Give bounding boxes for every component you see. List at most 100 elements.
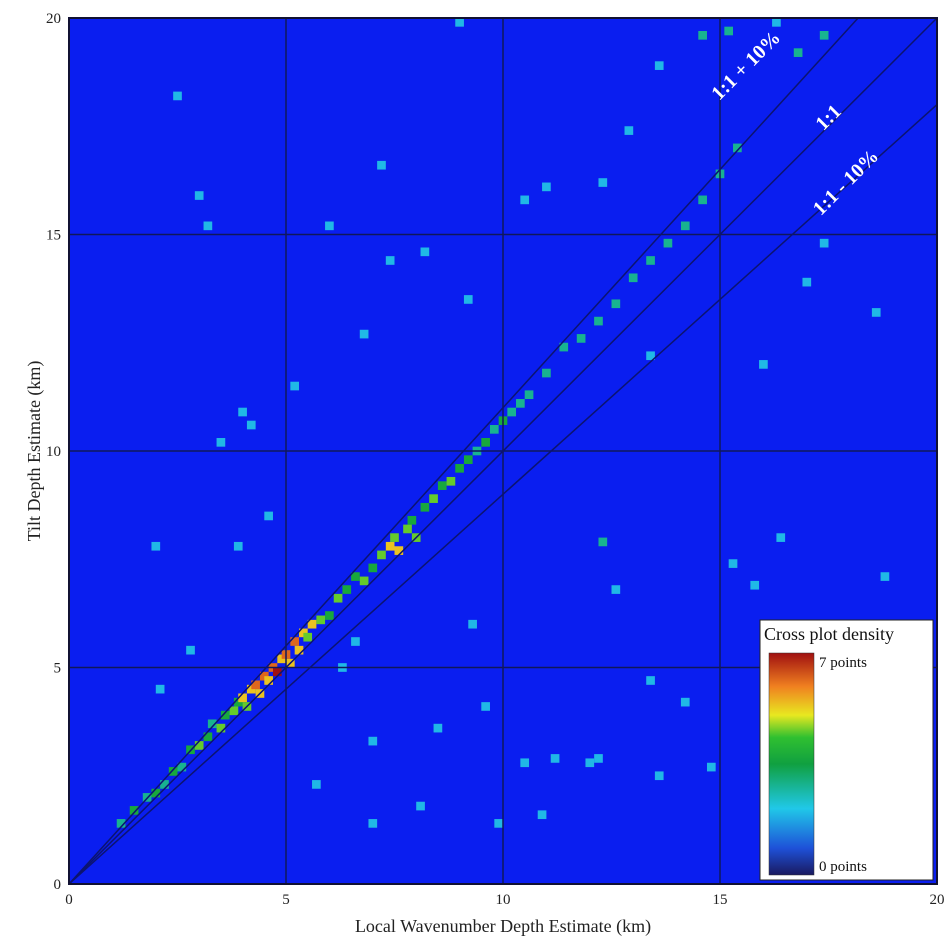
- reference-lines: [69, 18, 937, 884]
- density-cell: [520, 195, 530, 205]
- density-cell: [168, 767, 178, 776]
- density-cell: [494, 819, 503, 828]
- density-cell: [750, 580, 760, 590]
- density-cell: [359, 329, 369, 339]
- density-cell: [698, 195, 707, 205]
- colorbar-title: Cross plot density: [764, 624, 894, 644]
- density-cell: [377, 550, 386, 560]
- density-cell: [489, 425, 499, 434]
- density-cell: [455, 463, 464, 473]
- density-cell: [819, 238, 829, 248]
- density-cell: [177, 762, 187, 772]
- density-cell: [272, 667, 282, 677]
- density-cell: [463, 295, 473, 304]
- density-cell: [537, 810, 547, 820]
- density-cell: [594, 316, 603, 326]
- density-cell: [455, 18, 464, 27]
- density-cell: [151, 788, 161, 798]
- density-cell: [654, 771, 664, 781]
- density-cell: [772, 18, 781, 27]
- density-cell: [871, 308, 881, 317]
- density-cell: [663, 238, 673, 248]
- density-cell: [151, 541, 161, 551]
- density-cell: [220, 710, 230, 720]
- x-tick-label: 5: [282, 892, 290, 908]
- density-cell: [173, 91, 182, 101]
- density-cell: [307, 619, 317, 629]
- density-cell: [407, 515, 417, 525]
- x-tick-label: 15: [713, 892, 728, 908]
- density-cell: [433, 723, 443, 733]
- colorbar-min-label: 0 points: [819, 859, 867, 875]
- density-cell: [155, 684, 165, 694]
- density-cell: [654, 61, 664, 70]
- density-cell: [646, 256, 655, 265]
- y-tick-label: 5: [54, 661, 62, 677]
- density-cell: [203, 221, 213, 231]
- density-cell: [359, 576, 369, 586]
- density-cell: [416, 801, 425, 811]
- density-cell: [233, 697, 243, 707]
- density-cell: [680, 697, 690, 707]
- density-cell: [598, 178, 608, 187]
- y-axis-title: Tilt Depth Estimate (km): [24, 361, 45, 542]
- density-cell: [251, 680, 260, 690]
- density-cell: [233, 541, 243, 551]
- reference-line: [69, 104, 937, 884]
- x-tick-label: 0: [65, 892, 73, 908]
- density-cell: [733, 143, 742, 153]
- density-cell: [559, 342, 569, 352]
- density-cell: [520, 758, 530, 768]
- density-cell: [802, 277, 812, 287]
- density-cell: [819, 30, 829, 40]
- density-cell: [793, 48, 803, 57]
- density-cell: [585, 758, 595, 768]
- density-cell: [542, 368, 551, 378]
- x-tick-label: 10: [496, 892, 511, 908]
- density-cell: [646, 676, 655, 685]
- plot-frame: [68, 17, 938, 885]
- y-tick-labels: 0 5 10 15 20: [46, 11, 61, 893]
- density-cell: [481, 702, 490, 711]
- density-cell: [628, 273, 638, 283]
- density-cell: [550, 754, 560, 763]
- density-cell: [706, 762, 716, 772]
- density-cell: [342, 585, 352, 594]
- density-cell: [246, 684, 256, 694]
- density-cell: [368, 819, 378, 828]
- density-cell: [759, 360, 768, 369]
- density-cell: [290, 381, 300, 391]
- x-axis-title: Local Wavenumber Depth Estimate (km): [355, 916, 651, 937]
- density-cell: [194, 191, 204, 200]
- density-cell: [403, 524, 412, 534]
- density-cell: [216, 723, 226, 733]
- density-cell: [594, 754, 603, 763]
- density-cell: [368, 563, 378, 573]
- density-cell: [576, 334, 586, 343]
- density-cell: [246, 420, 256, 430]
- density-cell: [468, 619, 477, 629]
- density-cell: [385, 541, 395, 551]
- density-cell: [203, 732, 213, 742]
- density-cell: [129, 806, 139, 815]
- density-cell: [377, 160, 386, 170]
- density-cell: [724, 26, 734, 36]
- density-cell: [698, 30, 707, 40]
- density-layer: [116, 18, 890, 828]
- y-tick-label: 15: [46, 228, 61, 244]
- density-cell: [312, 780, 321, 789]
- density-cell: [186, 645, 195, 655]
- density-cell: [264, 511, 273, 521]
- density-cell: [516, 399, 525, 408]
- density-cell: [420, 247, 430, 257]
- density-cell: [303, 632, 313, 642]
- density-cell: [290, 637, 300, 646]
- y-tick-label: 20: [46, 11, 61, 27]
- density-cell: [420, 502, 430, 512]
- density-cell: [238, 693, 247, 703]
- density-cell: [481, 438, 490, 447]
- density-cell: [194, 741, 204, 750]
- density-cell: [325, 611, 334, 620]
- density-cell: [776, 533, 786, 542]
- density-cell: [394, 546, 404, 555]
